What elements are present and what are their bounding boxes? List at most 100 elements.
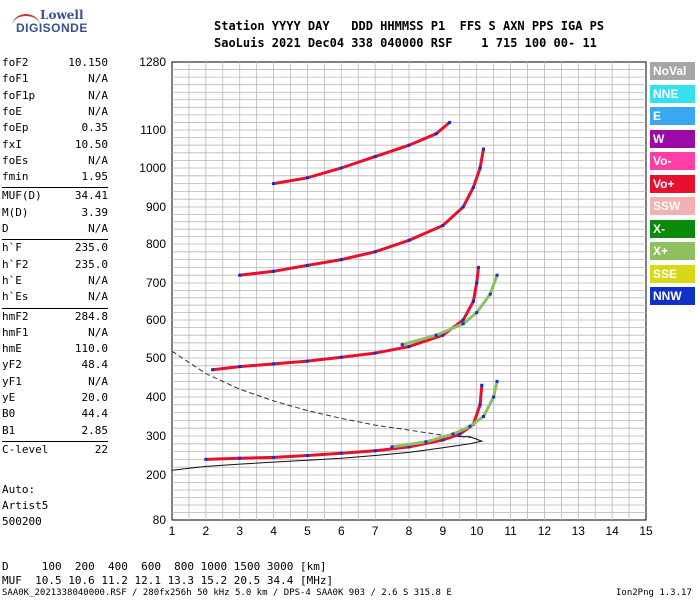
- param-key: yF1: [2, 374, 22, 388]
- param-value: 34.41: [74, 189, 108, 203]
- y-tick-label: 800: [146, 237, 166, 251]
- param-key: h`F2: [2, 257, 29, 271]
- param-key: yF2: [2, 358, 22, 372]
- trace-point: [407, 445, 411, 449]
- param-row: foF1p N/A: [2, 89, 108, 103]
- param-row: yF2 48.4: [2, 358, 108, 372]
- param-row: h`Es N/A: [2, 290, 108, 304]
- param-key: foF1p: [2, 88, 36, 102]
- trace-point: [458, 432, 462, 436]
- param-row: foE N/A: [2, 105, 108, 119]
- param-row: fxI 10.50: [2, 138, 108, 152]
- x-tick-label: 8: [406, 524, 413, 538]
- param-row: fmin 1.95: [2, 170, 108, 184]
- trace-point: [238, 273, 242, 277]
- trace-point: [272, 182, 276, 186]
- param-key: hmF1: [2, 325, 29, 339]
- param-separator: [2, 440, 108, 442]
- param-separator: [2, 239, 108, 241]
- legend-item-w: W: [650, 129, 695, 148]
- param-separator: [2, 307, 108, 309]
- trace-point: [480, 383, 484, 387]
- distance-row: D 100 200 400 600 800 1000 1500 3000 [km…: [2, 560, 327, 573]
- param-row: M(D) 3.39: [2, 206, 108, 220]
- trace-point: [238, 456, 242, 460]
- trace-point: [478, 166, 482, 170]
- legend-item-x: X+: [650, 242, 695, 260]
- y-tick-label: 700: [146, 276, 166, 290]
- param-value: N/A: [88, 222, 108, 235]
- header-row-1: Station YYYY DAY DDD HHMMSS P1 FFS S AXN…: [214, 19, 605, 33]
- trace-point: [434, 132, 438, 136]
- param-value: N/A: [88, 374, 108, 388]
- trace-point: [495, 273, 499, 277]
- trace-point: [339, 355, 343, 359]
- logo-line2: DIGISONDE: [16, 21, 88, 35]
- param-row: h`E N/A: [2, 274, 108, 288]
- param-value: 3.39: [81, 205, 109, 219]
- param-key: fmin: [2, 170, 29, 184]
- x-tick-label: 1: [169, 524, 176, 538]
- trace-point: [305, 176, 309, 180]
- param-row: foEs N/A: [2, 154, 108, 168]
- legend-item-nne: NNE: [650, 84, 695, 103]
- param-row: C-level 22: [2, 443, 108, 457]
- param-value: 22: [94, 442, 108, 456]
- y-tick-label: 1280: [139, 55, 166, 69]
- param-key: h`Es: [2, 290, 29, 304]
- param-key: MUF(D): [2, 189, 42, 203]
- y-tick-label: 500: [146, 351, 166, 365]
- trace-point: [461, 205, 465, 209]
- y-tick-label: 400: [146, 390, 166, 404]
- auto-engine: Artist5: [2, 499, 49, 512]
- param-key: B1: [2, 423, 16, 437]
- trace-point: [339, 166, 343, 170]
- trace-Xplus: [400, 273, 499, 347]
- param-row: D N/A: [2, 222, 108, 236]
- param-key: C-level: [2, 442, 49, 456]
- x-tick-label: 3: [236, 524, 243, 538]
- param-key: h`E: [2, 273, 22, 287]
- trace-point: [373, 155, 377, 159]
- param-key: hmF2: [2, 309, 29, 323]
- lowell-digisonde-logo: Lowell DIGISONDE: [8, 8, 87, 46]
- param-value: 10.150: [68, 56, 108, 69]
- param-key: foE: [2, 104, 22, 118]
- param-value: 235.0: [74, 241, 108, 255]
- trace-point: [461, 318, 465, 322]
- legend-item-vo: Vo-: [650, 152, 695, 170]
- trace-point: [424, 440, 428, 444]
- trace-point: [373, 250, 377, 254]
- x-tick-label: 10: [470, 524, 484, 538]
- param-row: foEp 0.35: [2, 121, 108, 135]
- trace-point: [211, 368, 215, 372]
- param-key: h`F: [2, 241, 22, 255]
- trace-point: [373, 351, 377, 355]
- trace-point: [492, 395, 496, 399]
- x-tick-label: 11: [504, 524, 517, 538]
- trace-point: [400, 343, 404, 347]
- trace-point: [441, 224, 445, 227]
- param-key: M(D): [2, 205, 29, 219]
- header-row-2: SaoLuis 2021 Dec04 338 040000 RSF 1 715 …: [214, 36, 597, 50]
- x-tick-label: 5: [304, 524, 311, 538]
- param-value: 284.8: [74, 309, 108, 323]
- x-tick-label: 4: [270, 524, 277, 538]
- profile-dashed-curve: [171, 350, 477, 439]
- trace-point: [476, 265, 480, 269]
- trace-point: [272, 362, 276, 366]
- y-tick-label: 300: [146, 429, 166, 443]
- legend-item-noval: NoVal: [650, 62, 695, 80]
- param-value: 110.0: [74, 342, 108, 356]
- y-tick-label: 1100: [140, 123, 166, 137]
- logo-line1: Lowell: [40, 8, 84, 22]
- trace-point: [461, 322, 465, 326]
- param-value: N/A: [88, 72, 108, 86]
- x-tick-label: 14: [605, 524, 619, 538]
- version-label: Ion2Png 1.3.17: [616, 588, 692, 598]
- param-key: foEp: [2, 121, 29, 135]
- trace-point: [305, 263, 309, 267]
- param-row: yF1 N/A: [2, 375, 108, 389]
- trace-point: [204, 457, 208, 461]
- param-key: foF2: [2, 56, 29, 69]
